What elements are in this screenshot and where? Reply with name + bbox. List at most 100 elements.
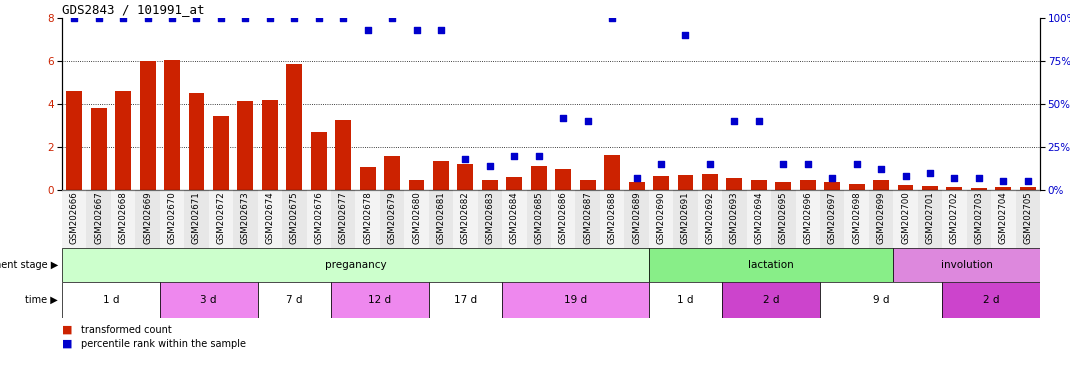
Bar [751, 180, 767, 190]
Text: 2 d: 2 d [983, 295, 999, 305]
Text: GSM202676: GSM202676 [315, 192, 323, 245]
Point [383, 15, 400, 21]
Text: GSM202693: GSM202693 [730, 192, 739, 244]
Bar [1015, 190, 1040, 248]
Text: time ▶: time ▶ [26, 295, 58, 305]
Bar [922, 186, 938, 190]
Text: 17 d: 17 d [454, 295, 477, 305]
Text: GSM202699: GSM202699 [876, 192, 886, 244]
Bar [727, 178, 743, 190]
Point [408, 27, 425, 33]
Point [554, 115, 571, 121]
Bar [429, 190, 454, 248]
Text: GSM202697: GSM202697 [828, 192, 837, 244]
Point [236, 15, 254, 21]
Point [750, 118, 767, 124]
Text: GSM202700: GSM202700 [901, 192, 910, 245]
Bar [159, 190, 184, 248]
Bar [776, 182, 791, 190]
Bar [62, 190, 87, 248]
Bar [526, 190, 551, 248]
Bar [605, 154, 621, 190]
Point [725, 118, 743, 124]
Bar [580, 180, 596, 190]
Point [164, 15, 181, 21]
Bar [482, 180, 498, 190]
Bar [849, 184, 865, 190]
Text: percentile rank within the sample: percentile rank within the sample [81, 339, 246, 349]
Text: transformed count: transformed count [81, 325, 172, 335]
Text: GSM202702: GSM202702 [950, 192, 959, 245]
Point [335, 15, 352, 21]
Bar [335, 120, 351, 190]
Bar [722, 190, 747, 248]
Text: GSM202703: GSM202703 [975, 192, 983, 245]
Point [628, 175, 645, 181]
Point [506, 152, 523, 159]
Bar [331, 190, 355, 248]
Bar [384, 156, 400, 190]
Bar [355, 190, 380, 248]
Text: GSM202670: GSM202670 [168, 192, 177, 245]
Bar [820, 190, 844, 248]
Bar [159, 282, 258, 318]
Bar [331, 282, 429, 318]
Point [897, 173, 914, 179]
Text: GSM202666: GSM202666 [70, 192, 79, 245]
Text: preganancy: preganancy [324, 260, 386, 270]
Text: 7 d: 7 d [286, 295, 303, 305]
Point [677, 32, 694, 38]
Text: 12 d: 12 d [368, 295, 392, 305]
Bar [287, 64, 302, 190]
Point [360, 27, 377, 33]
Bar [869, 190, 893, 248]
Bar [454, 190, 477, 248]
Point [1020, 178, 1037, 184]
Text: GSM202701: GSM202701 [926, 192, 934, 245]
Bar [898, 185, 914, 190]
Bar [970, 188, 987, 190]
Bar [648, 248, 893, 282]
Text: ■: ■ [62, 339, 76, 349]
Point [457, 156, 474, 162]
Point [921, 170, 938, 176]
Bar [551, 190, 576, 248]
Bar [258, 190, 282, 248]
Text: 2 d: 2 d [763, 295, 779, 305]
Text: involution: involution [941, 260, 993, 270]
Bar [139, 61, 155, 190]
Bar [209, 190, 233, 248]
Text: GSM202694: GSM202694 [754, 192, 763, 244]
Bar [702, 174, 718, 190]
Point [65, 15, 82, 21]
Point [310, 15, 327, 21]
Bar [722, 282, 820, 318]
Bar [629, 182, 644, 190]
Bar [677, 175, 693, 190]
Point [995, 178, 1012, 184]
Bar [66, 91, 82, 190]
Bar [1020, 187, 1036, 190]
Bar [576, 190, 600, 248]
Text: GSM202671: GSM202671 [192, 192, 201, 245]
Bar [648, 282, 722, 318]
Text: GSM202689: GSM202689 [632, 192, 641, 244]
Bar [943, 190, 966, 248]
Bar [111, 190, 135, 248]
Text: 1 d: 1 d [677, 295, 693, 305]
Bar [747, 190, 771, 248]
Bar [164, 60, 180, 190]
Text: GSM202667: GSM202667 [94, 192, 103, 245]
Text: GSM202668: GSM202668 [119, 192, 127, 245]
Bar [62, 248, 648, 282]
Bar [995, 187, 1011, 190]
Text: GSM202674: GSM202674 [265, 192, 274, 245]
Text: GSM202673: GSM202673 [241, 192, 250, 245]
Text: GSM202687: GSM202687 [583, 192, 592, 245]
Bar [184, 190, 209, 248]
Text: GSM202705: GSM202705 [1023, 192, 1033, 245]
Bar [258, 282, 331, 318]
Bar [653, 176, 669, 190]
Bar [409, 180, 425, 190]
Bar [188, 93, 204, 190]
